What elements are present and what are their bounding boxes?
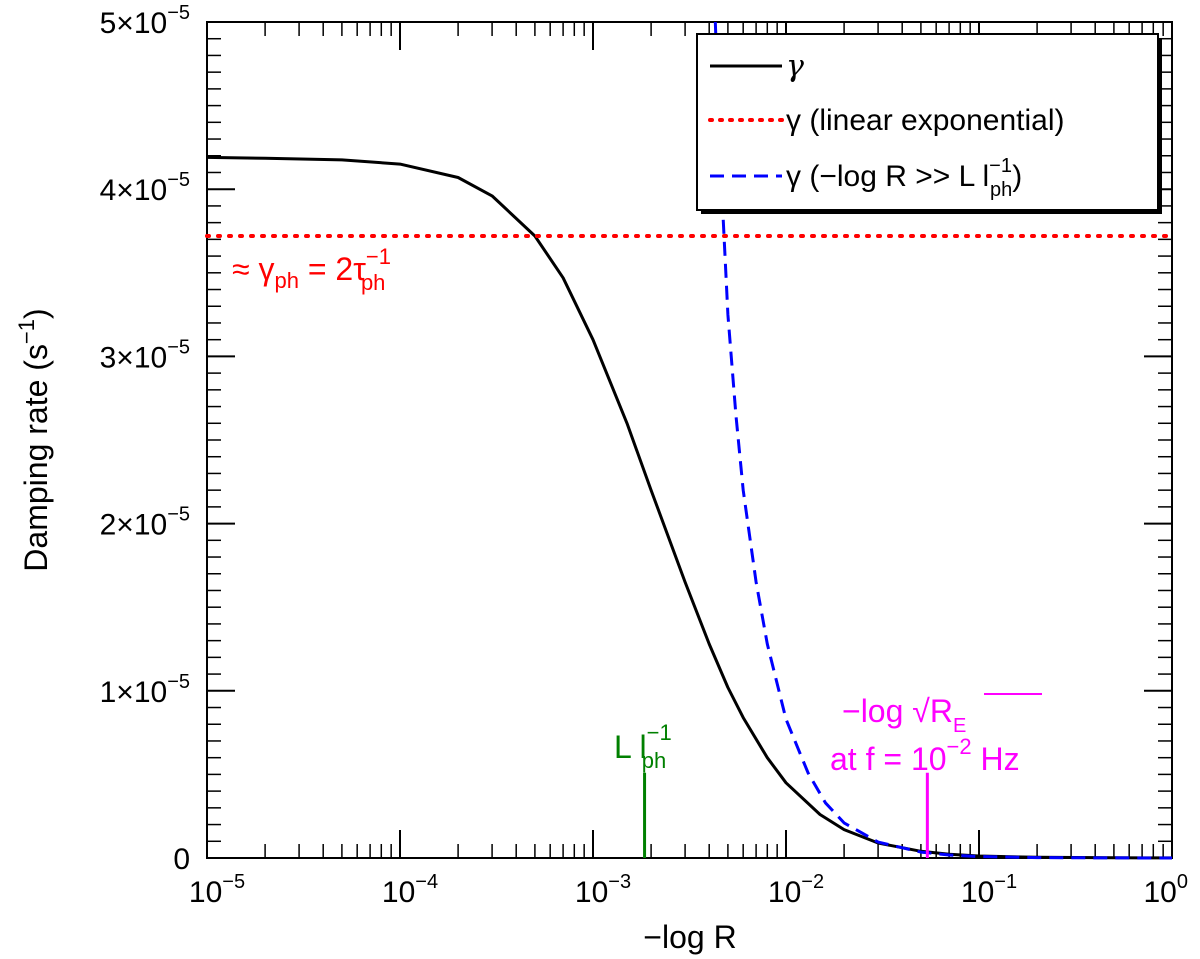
y-tick-label: 1×10−5	[100, 671, 190, 709]
y-tick-label-base: 0	[173, 843, 190, 876]
y-tick-label: 4×10−5	[100, 169, 190, 207]
legend-asym-main: γ (−log R >> L l	[786, 160, 989, 193]
y-axis-title-sup: −1	[14, 319, 39, 344]
series-asymptotic-line	[713, 21, 1173, 860]
l-ph-sub: ph	[642, 748, 666, 773]
re-line2-text: at f = 10	[830, 741, 947, 777]
y-tick-label-exp: −5	[167, 336, 190, 358]
gamma-ph-mid: = 2τ	[299, 251, 366, 287]
x-axis-ticks: 10−5 10−4 10−3 10−2 10−1 100	[189, 22, 1188, 909]
x-tick-label-exp: 0	[1177, 871, 1188, 893]
y-tick-label-exp: −5	[167, 2, 190, 24]
legend: γ γ (linear exponential) γ (−log R >> L …	[696, 33, 1162, 214]
y-axis-title-close: )	[18, 308, 54, 319]
l-ph-sup: −1	[647, 720, 672, 745]
x-tick-label: 10−4	[382, 871, 438, 909]
l-ph-annotation: L l−1 ph	[614, 720, 672, 773]
y-tick-label-base: 2×10	[100, 509, 168, 542]
x-tick-label: 100	[1144, 871, 1189, 909]
re-annotation-line2: at f = 10−2 Hz	[830, 734, 1020, 777]
gamma-ph-sup: −1	[366, 244, 391, 269]
x-tick-label-exp: −5	[222, 871, 245, 893]
x-tick-label: 10−2	[768, 871, 824, 909]
x-tick-label-base: 10	[382, 876, 415, 909]
x-tick-label-exp: −1	[994, 871, 1017, 893]
legend-label-asymptotic: γ (−log R >> L l−1 ph)	[786, 155, 1022, 201]
x-tick-label-base: 10	[575, 876, 608, 909]
legend-asym-sup: −1	[989, 155, 1012, 177]
y-axis-title: Damping rate (s−1)	[14, 308, 54, 571]
y-tick-label: 2×10−5	[100, 504, 190, 542]
y-tick-label-base: 4×10	[100, 174, 168, 207]
y-axis-ticks: 01×10−52×10−53×10−54×10−55×10−5	[100, 2, 1172, 876]
x-tick-label: 10−3	[575, 871, 631, 909]
legend-label-linear: γ (linear exponential)	[786, 104, 1064, 137]
gamma-ph-sub2: ph	[361, 270, 385, 295]
y-tick-label-exp: −5	[167, 504, 190, 526]
legend-gamma-symbol: γ	[786, 49, 804, 84]
re-line1-text: −log √R	[842, 693, 953, 729]
re-line1-sub: E	[953, 715, 966, 737]
re-annotation-line1: −log √RE	[842, 693, 966, 737]
x-tick-label-exp: −4	[415, 871, 438, 893]
x-tick-label-base: 10	[768, 876, 801, 909]
y-tick-label-base: 1×10	[100, 676, 168, 709]
x-tick-label: 10−5	[189, 871, 245, 909]
gamma-ph-sub1: ph	[274, 268, 298, 293]
y-tick-label-exp: −5	[167, 671, 190, 693]
y-tick-label-base: 3×10	[100, 341, 168, 374]
y-axis-title-main: Damping rate (s	[18, 344, 54, 572]
y-tick-label-base: 5×10	[100, 7, 168, 40]
x-tick-label: 10−1	[961, 871, 1017, 909]
annotation-layer	[643, 772, 929, 858]
series-layer	[205, 21, 1174, 860]
l-ph-text: L l	[614, 729, 647, 765]
gamma-ph-text: ≈ γ	[232, 251, 274, 287]
re-line2-sup: −2	[947, 734, 972, 759]
x-tick-label-base: 10	[189, 876, 222, 909]
x-tick-label-exp: −2	[801, 871, 824, 893]
x-axis-title: −log R	[643, 919, 736, 955]
y-tick-label: 5×10−5	[100, 2, 190, 40]
gamma-ph-annotation: ≈ γph = 2τ−1 ph	[232, 244, 391, 295]
legend-asym-sub: ph	[990, 179, 1012, 201]
x-tick-label-base: 10	[961, 876, 994, 909]
legend-box	[696, 33, 1159, 211]
legend-label-gamma: γ	[786, 49, 804, 84]
x-tick-label-base: 10	[1144, 876, 1177, 909]
y-tick-label: 0	[173, 843, 190, 876]
y-tick-label: 3×10−5	[100, 336, 190, 374]
minor-ticks	[207, 22, 1172, 858]
x-tick-label-exp: −3	[608, 871, 631, 893]
y-tick-label-exp: −5	[167, 169, 190, 191]
legend-asym-close: )	[1012, 160, 1022, 193]
re-line2-end: Hz	[972, 741, 1020, 777]
